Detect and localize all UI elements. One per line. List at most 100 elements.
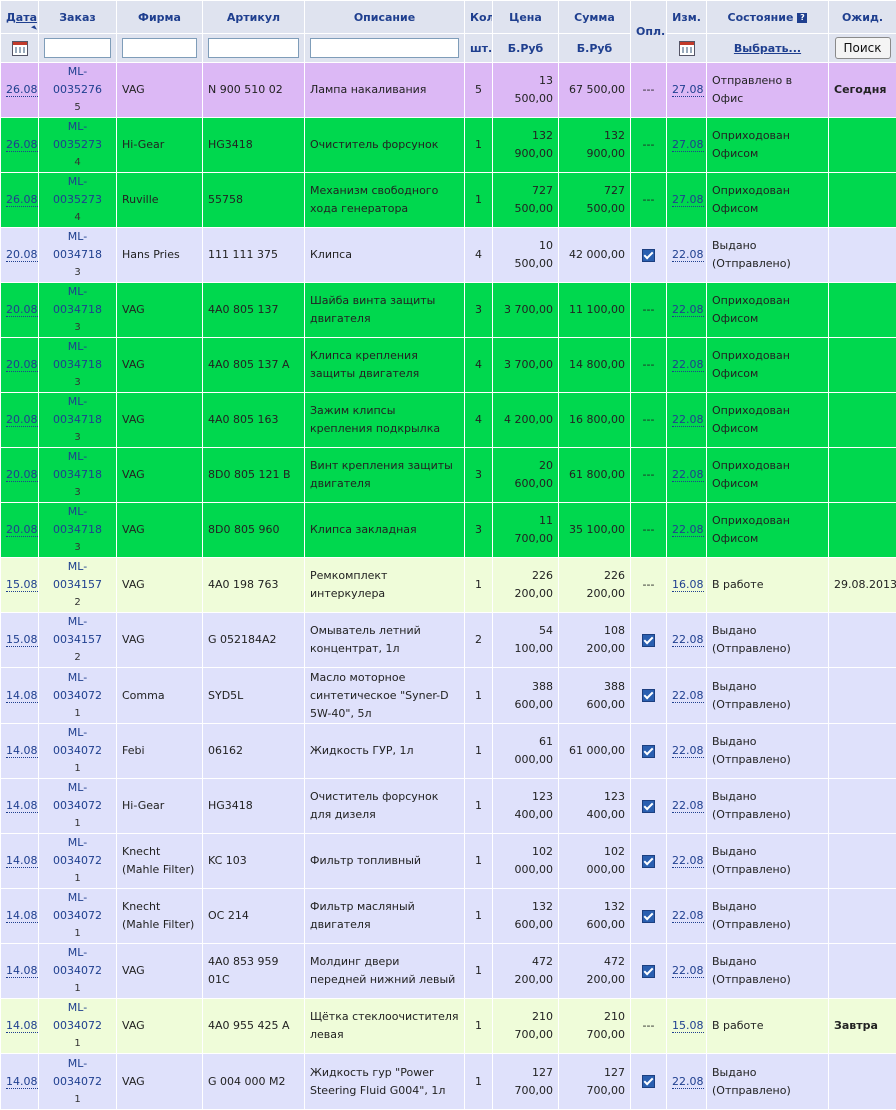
description-cell: Очиститель форсунок	[305, 118, 465, 173]
firm-filter-input[interactable]	[122, 38, 197, 58]
changed-date-link[interactable]: 22.08	[672, 523, 704, 537]
paid-checkbox[interactable]	[642, 910, 655, 923]
changed-date-link[interactable]: 22.08	[672, 964, 704, 978]
changed-date-link[interactable]: 22.08	[672, 303, 704, 317]
changed-date-link[interactable]: 27.08	[672, 193, 704, 207]
order-link[interactable]: ML-0034157	[53, 615, 102, 646]
paid-checkbox[interactable]	[642, 689, 655, 702]
price-cell: 4 200,00	[493, 393, 559, 448]
price-cell: 61 000,00	[493, 724, 559, 779]
order-link[interactable]: ML-0034072	[53, 891, 102, 922]
changed-date-link[interactable]: 22.08	[672, 468, 704, 482]
changed-cell: 27.08	[667, 118, 707, 173]
date-link[interactable]: 14.08	[6, 1075, 38, 1089]
sort-date-link[interactable]: Дата	[6, 11, 37, 24]
changed-date-link[interactable]: 22.08	[672, 248, 704, 262]
changed-date-link[interactable]: 22.08	[672, 689, 704, 703]
changed-date-link[interactable]: 22.08	[672, 744, 704, 758]
order-link[interactable]: ML-0035273	[53, 120, 102, 151]
order-link[interactable]: ML-0035276	[53, 65, 102, 96]
changed-date-link[interactable]: 27.08	[672, 138, 704, 152]
date-link[interactable]: 20.08	[6, 413, 38, 427]
date-link[interactable]: 20.08	[6, 468, 38, 482]
date-link[interactable]: 26.08	[6, 83, 38, 97]
order-link[interactable]: ML-0034718	[53, 395, 102, 426]
date-link[interactable]: 20.08	[6, 248, 38, 262]
qty-cell: 1	[465, 999, 493, 1054]
paid-checkbox[interactable]	[642, 1075, 655, 1088]
changed-date-link[interactable]: 22.08	[672, 358, 704, 372]
date-link[interactable]: 14.08	[6, 689, 38, 703]
help-icon[interactable]: ?	[797, 13, 807, 23]
search-button[interactable]: Поиск	[835, 37, 891, 59]
date-cell: 15.08	[1, 558, 39, 613]
paid-dash: ---	[643, 468, 655, 481]
sum-unit-cell: Б.Руб	[559, 34, 631, 63]
date-link[interactable]: 14.08	[6, 1019, 38, 1033]
order-filter-input[interactable]	[44, 38, 111, 58]
order-link[interactable]: ML-0034072	[53, 781, 102, 812]
order-link[interactable]: ML-0035273	[53, 175, 102, 206]
status-choose-link[interactable]: Выбрать...	[734, 42, 801, 55]
col-date-header[interactable]: Дата	[1, 1, 39, 34]
order-link[interactable]: ML-0034157	[53, 560, 102, 591]
paid-checkbox[interactable]	[642, 249, 655, 262]
order-link[interactable]: ML-0034718	[53, 450, 102, 481]
order-link[interactable]: ML-0034072	[53, 1001, 102, 1032]
changed-date-link[interactable]: 22.08	[672, 909, 704, 923]
order-link[interactable]: ML-0034072	[53, 726, 102, 757]
date-link[interactable]: 20.08	[6, 358, 38, 372]
paid-checkbox[interactable]	[642, 855, 655, 868]
calendar-icon[interactable]	[12, 41, 28, 56]
paid-checkbox[interactable]	[642, 634, 655, 647]
date-link[interactable]: 20.08	[6, 523, 38, 537]
changed-date-link[interactable]: 22.08	[672, 1075, 704, 1089]
date-link[interactable]: 20.08	[6, 303, 38, 317]
expected-cell	[829, 889, 896, 944]
order-link[interactable]: ML-0034718	[53, 285, 102, 316]
order-suffix: 4	[44, 154, 111, 172]
order-link[interactable]: ML-0034072	[53, 671, 102, 702]
order-link[interactable]: ML-0034072	[53, 836, 102, 867]
changed-date-link[interactable]: 22.08	[672, 854, 704, 868]
date-link[interactable]: 14.08	[6, 964, 38, 978]
paid-checkbox[interactable]	[642, 965, 655, 978]
changed-date-link[interactable]: 27.08	[672, 83, 704, 97]
calendar-icon[interactable]	[679, 41, 695, 56]
date-link[interactable]: 14.08	[6, 799, 38, 813]
description-cell: Клипса	[305, 228, 465, 283]
paid-checkbox[interactable]	[642, 800, 655, 813]
description-cell: Жидкость ГУР, 1л	[305, 724, 465, 779]
changed-date-link[interactable]: 22.08	[672, 799, 704, 813]
order-link[interactable]: ML-0034718	[53, 505, 102, 536]
date-link[interactable]: 15.08	[6, 633, 38, 647]
article-cell: HG3418	[203, 118, 305, 173]
date-link[interactable]: 14.08	[6, 744, 38, 758]
paid-dash: ---	[643, 138, 655, 151]
order-link[interactable]: ML-0034718	[53, 340, 102, 371]
date-link[interactable]: 14.08	[6, 909, 38, 923]
changed-date-link[interactable]: 22.08	[672, 633, 704, 647]
order-link[interactable]: ML-0034072	[53, 946, 102, 977]
date-link[interactable]: 26.08	[6, 138, 38, 152]
changed-date-link[interactable]: 15.08	[672, 1019, 704, 1033]
article-filter-input[interactable]	[208, 38, 299, 58]
changed-date-link[interactable]: 22.08	[672, 413, 704, 427]
date-link[interactable]: 26.08	[6, 193, 38, 207]
date-link[interactable]: 14.08	[6, 854, 38, 868]
order-link[interactable]: ML-0034072	[53, 1057, 102, 1088]
description-filter-input[interactable]	[310, 38, 459, 58]
date-cell: 14.08	[1, 779, 39, 834]
date-link[interactable]: 15.08	[6, 578, 38, 592]
order-link[interactable]: ML-0034718	[53, 230, 102, 261]
paid-checkbox[interactable]	[642, 745, 655, 758]
col-price-header: Цена	[493, 1, 559, 34]
description-cell: Шайба винта защиты двигателя	[305, 283, 465, 338]
changed-date-link[interactable]: 16.08	[672, 578, 704, 592]
